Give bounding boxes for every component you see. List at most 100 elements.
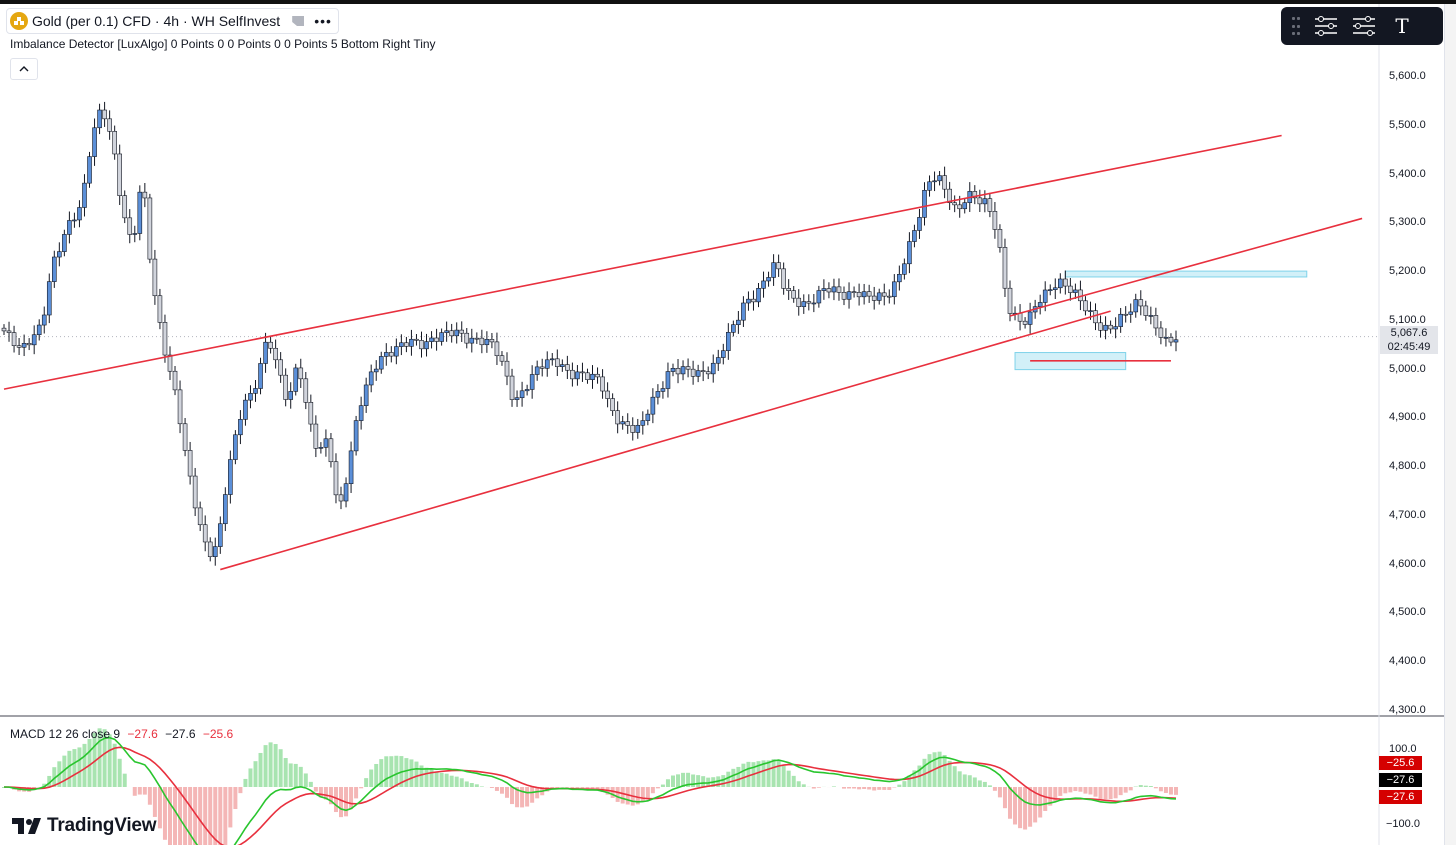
- candle-down: [197, 507, 203, 526]
- candle-down: [449, 330, 454, 337]
- candle-up: [454, 329, 460, 337]
- current-price-label: 5,067.6 02:45:49: [1380, 326, 1438, 354]
- candle-down: [414, 338, 419, 341]
- macd-histogram-bar: [635, 787, 640, 805]
- candle-up: [1052, 287, 1058, 290]
- macd-histogram-bar: [193, 787, 198, 845]
- macd-value-1: −27.6: [127, 727, 158, 741]
- drag-handle-icon[interactable]: [1291, 16, 1305, 36]
- macd-histogram-bar: [1123, 787, 1128, 793]
- macd-histogram-bar: [369, 769, 374, 787]
- candle-down: [117, 153, 122, 196]
- price-axis-label: 5,000.0: [1389, 362, 1426, 375]
- candle-down: [776, 262, 781, 270]
- candle-up: [534, 366, 540, 375]
- candle-up: [253, 388, 258, 394]
- macd-histogram-bar: [1113, 787, 1118, 799]
- hide-icon[interactable]: [292, 16, 305, 26]
- macd-histogram-bar: [162, 787, 167, 840]
- candle-up: [710, 362, 716, 375]
- macd-histogram-bar: [67, 750, 72, 787]
- candle-up: [1058, 278, 1063, 289]
- candle-up: [715, 357, 721, 364]
- candle-up: [726, 332, 731, 351]
- candle-up: [46, 281, 52, 316]
- macd-histogram-bar: [902, 781, 907, 787]
- candle-up: [51, 256, 57, 282]
- candle-down: [791, 290, 797, 299]
- macd-histogram-bar: [746, 761, 751, 787]
- candle-down: [675, 368, 681, 375]
- macd-histogram-bar: [87, 738, 92, 787]
- candle-up: [1133, 299, 1139, 313]
- right-scrollbar[interactable]: [1444, 4, 1456, 845]
- candle-up: [1103, 324, 1108, 331]
- candle-down: [977, 197, 983, 205]
- candle-up: [670, 368, 676, 372]
- macd-histogram-bar: [1093, 787, 1098, 797]
- candle-down: [700, 370, 706, 373]
- macd-histogram-bar: [203, 787, 208, 845]
- macd-histogram-bar: [132, 787, 137, 796]
- macd-histogram-bar: [882, 787, 887, 790]
- indicator-legend[interactable]: Imbalance Detector [LuxAlgo] 0 Points 0 …: [10, 37, 436, 51]
- candle-down: [1093, 310, 1098, 324]
- macd-histogram-bar: [1168, 787, 1173, 795]
- macd-histogram-bar: [122, 773, 127, 787]
- macd-histogram-bar: [147, 787, 152, 805]
- macd-histogram-bar: [449, 775, 454, 787]
- macd-histogram-bar: [741, 763, 746, 787]
- candle-down: [826, 288, 832, 293]
- candle-up: [373, 368, 379, 373]
- macd-histogram-bar: [736, 766, 741, 787]
- candle-up: [1113, 326, 1118, 330]
- macd-histogram-bar: [972, 777, 977, 787]
- symbol-legend[interactable]: Gold (per 0.1) CFD · 4h · WH SelfInvest …: [6, 8, 339, 34]
- macd-legend[interactable]: MACD 12 26 close 9 −27.6 −27.6 −25.6: [10, 727, 233, 741]
- candle-up: [640, 420, 646, 426]
- candle-down: [122, 195, 128, 219]
- drawing-toolbar[interactable]: T: [1281, 7, 1443, 45]
- macd-histogram-bar: [992, 787, 997, 791]
- macd-histogram-bar: [982, 781, 987, 787]
- macd-histogram-bar: [404, 758, 409, 787]
- settings-lines-icon[interactable]: [1347, 11, 1381, 41]
- macd-histogram-bar: [303, 773, 308, 787]
- text-tool-icon[interactable]: T: [1395, 14, 1409, 38]
- macd-histogram-bar: [137, 787, 142, 795]
- candle-up: [902, 263, 907, 275]
- price-chart[interactable]: [0, 4, 1444, 845]
- more-options-icon[interactable]: •••: [314, 13, 332, 29]
- macd-histogram-bar: [424, 767, 429, 787]
- tradingview-logo[interactable]: TradingView: [12, 815, 157, 837]
- candle-down: [886, 295, 892, 298]
- candle-up: [650, 396, 656, 415]
- candle-down: [605, 390, 610, 399]
- candle-up: [927, 181, 932, 191]
- candle-down: [881, 292, 887, 297]
- candle-down: [841, 291, 847, 300]
- macd-title: MACD 12 26 close 9: [10, 727, 121, 741]
- candle-down: [987, 198, 993, 212]
- macd-histogram-bar: [525, 787, 530, 807]
- candle-down: [6, 330, 12, 333]
- line-tools-icon[interactable]: [1309, 11, 1343, 41]
- macd-histogram-bar: [872, 787, 877, 791]
- macd-histogram-bar: [333, 787, 338, 813]
- candle-down: [313, 423, 319, 449]
- candle-down: [147, 197, 153, 260]
- macd-histogram-bar: [494, 787, 499, 791]
- candle-down: [187, 450, 193, 477]
- macd-histogram-bar: [469, 783, 474, 787]
- candle-down: [112, 131, 117, 155]
- candle-up: [67, 220, 72, 235]
- macd-histogram-bar: [77, 747, 82, 787]
- candle-up: [575, 371, 580, 380]
- candle-up: [378, 356, 384, 370]
- macd-histogram-bar: [681, 772, 686, 787]
- macd-histogram-bar: [444, 773, 449, 787]
- macd-histogram-bar: [374, 763, 379, 787]
- collapse-legend-button[interactable]: [10, 58, 38, 80]
- macd-histogram-bar: [283, 757, 288, 787]
- candle-up: [831, 286, 837, 293]
